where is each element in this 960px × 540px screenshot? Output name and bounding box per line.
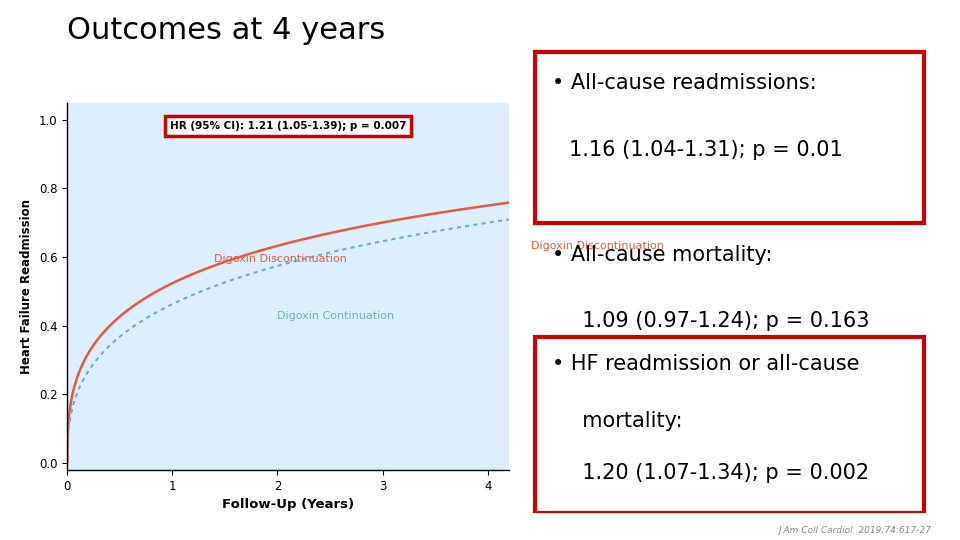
Text: Digoxin Continuation: Digoxin Continuation (277, 311, 395, 321)
Text: Digoxin Discontinuation: Digoxin Discontinuation (531, 241, 663, 251)
Text: mortality:: mortality: (569, 411, 683, 431)
Text: • All-cause mortality:: • All-cause mortality: (552, 245, 773, 265)
FancyBboxPatch shape (536, 52, 924, 223)
Text: HR (95% CI): 1.21 (1.05-1.39); p = 0.007: HR (95% CI): 1.21 (1.05-1.39); p = 0.007 (170, 121, 406, 131)
Text: 1.16 (1.04-1.31); p = 0.01: 1.16 (1.04-1.31); p = 0.01 (569, 140, 843, 160)
Text: Outcomes at 4 years: Outcomes at 4 years (67, 16, 386, 45)
Y-axis label: Heart Failure Readmission: Heart Failure Readmission (20, 199, 34, 374)
Text: Digoxin Discontinuation: Digoxin Discontinuation (214, 254, 348, 264)
FancyBboxPatch shape (536, 337, 924, 513)
Text: 1.20 (1.07-1.34); p = 0.002: 1.20 (1.07-1.34); p = 0.002 (569, 463, 869, 483)
Text: • All-cause readmissions:: • All-cause readmissions: (552, 73, 817, 93)
Text: • HF readmission or all-cause: • HF readmission or all-cause (552, 354, 860, 374)
Text: J Am Coll Cardiol. 2019;74:617-27: J Am Coll Cardiol. 2019;74:617-27 (779, 525, 931, 535)
Text: 1.09 (0.97-1.24); p = 0.163: 1.09 (0.97-1.24); p = 0.163 (569, 311, 870, 331)
X-axis label: Follow-Up (Years): Follow-Up (Years) (222, 498, 354, 511)
